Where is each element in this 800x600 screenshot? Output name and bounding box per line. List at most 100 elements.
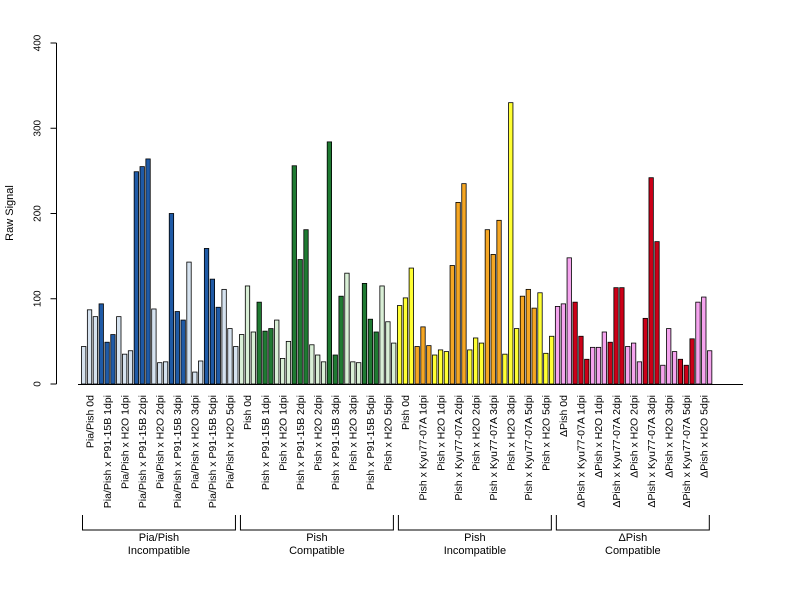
bar	[92, 316, 98, 385]
bar	[139, 166, 145, 385]
bar	[320, 361, 327, 385]
bar	[619, 287, 625, 385]
x-tick-label: Pish x Kyu77-07A 3dpi	[488, 395, 500, 501]
bar	[455, 202, 461, 385]
bar	[145, 158, 151, 385]
bar	[508, 102, 514, 385]
bar	[379, 285, 385, 385]
x-tick-label: Pish x P91-15B 1dpi	[260, 395, 272, 490]
bar	[326, 141, 333, 385]
bar	[332, 354, 338, 385]
bar	[268, 328, 274, 385]
bar	[701, 296, 707, 385]
bar	[426, 345, 432, 385]
x-tick-label: Pish 0d	[242, 395, 254, 430]
bar	[279, 358, 286, 385]
bar	[496, 219, 502, 385]
y-tick-label: 400	[33, 34, 44, 51]
bar	[256, 301, 262, 385]
x-tick-label: Pish x Kyu77-07A 5dpi	[523, 395, 535, 501]
x-tick-label: Pia/Pish x P91-15B 2dpi	[137, 395, 149, 508]
bar	[367, 318, 373, 385]
bar	[239, 334, 245, 385]
group-label-line1: Pish	[464, 532, 485, 544]
x-tick-label: ΔPish x H2O 3dpi	[663, 395, 675, 478]
x-tick-label: Pish x P91-15B 5dpi	[365, 395, 377, 490]
group-bracket	[397, 515, 552, 531]
group-label-line1: Pia/Pish	[139, 532, 179, 544]
bar	[671, 351, 678, 385]
bar	[519, 295, 526, 385]
bar	[209, 278, 215, 385]
x-tick-labels: Pia/Pish 0d Pia/Pish x P91-15B 1dpi Pia/Pi…	[84, 395, 710, 508]
bar	[262, 330, 268, 385]
x-tick-label: Pish x H2O 3dpi	[505, 395, 517, 471]
y-axis: 0 100 200 300 400	[33, 34, 57, 387]
bar	[315, 354, 321, 385]
bar	[244, 285, 251, 385]
bar	[81, 346, 87, 385]
bar	[203, 248, 210, 385]
x-tick-label: ΔPish x H2O 2dpi	[628, 395, 640, 478]
bar	[396, 305, 403, 385]
bar	[525, 288, 531, 385]
bar	[595, 346, 602, 385]
y-tick-label: 200	[33, 205, 44, 222]
bar	[484, 229, 490, 385]
bar	[297, 259, 303, 385]
bar	[180, 319, 186, 385]
x-tick-label: ΔPish x Kyu77-07A 2dpi	[611, 395, 623, 508]
x-tick-label: Pish x H2O 2dpi	[470, 395, 482, 471]
group-bracket	[82, 515, 236, 531]
bar	[636, 361, 643, 385]
bar	[168, 213, 175, 385]
bar	[303, 229, 309, 385]
bar	[344, 272, 350, 385]
bar	[414, 346, 420, 385]
x-tick-label: Pia/Pish x P91-15B 3dpi	[172, 395, 184, 508]
bar	[309, 344, 315, 385]
bar	[461, 183, 467, 385]
group-label-line2: Incompatible	[444, 545, 506, 557]
bar	[566, 257, 572, 385]
bar	[584, 358, 590, 385]
bar	[554, 306, 561, 385]
x-tick-label: Pia/Pish x H2O 1dpi	[119, 395, 131, 489]
bar	[174, 311, 180, 385]
y-tick-label: 0	[33, 381, 44, 387]
bar	[133, 171, 139, 385]
x-tick-label: Pish x H2O 5dpi	[541, 395, 553, 471]
bar	[560, 303, 567, 385]
group-label-line2: Compatible	[605, 545, 661, 557]
x-tick-label: Pish x P91-15B 3dpi	[330, 395, 342, 490]
bar	[373, 331, 379, 385]
bar	[221, 288, 227, 385]
x-tick-label: Pish 0d	[400, 395, 412, 430]
bar	[291, 165, 297, 385]
bar	[502, 353, 508, 385]
x-tick-label: ΔPish 0d	[558, 395, 570, 437]
x-tick-label: Pia/Pish x P91-15B 1dpi	[102, 395, 114, 508]
bar	[613, 287, 619, 385]
y-tick-label: 300	[33, 119, 44, 136]
bar	[707, 350, 713, 385]
bar	[420, 326, 426, 385]
bar	[285, 340, 292, 385]
bar	[660, 364, 666, 385]
y-tick-label: 100	[33, 290, 44, 307]
x-tick-label: ΔPish x H2O 5dpi	[699, 395, 711, 478]
bar	[110, 334, 116, 385]
group-label-line2: Incompatible	[128, 545, 190, 557]
group-label-line2: Compatible	[289, 545, 345, 557]
bar	[104, 341, 110, 385]
bar	[408, 267, 414, 385]
bar	[443, 351, 450, 385]
x-tick-label: Pish x H2O 1dpi	[435, 395, 447, 471]
group-bracket	[555, 515, 710, 531]
bar	[122, 353, 128, 385]
bar	[514, 328, 520, 385]
bar	[192, 371, 198, 385]
bar	[572, 301, 578, 385]
bar	[578, 335, 584, 385]
x-tick-label: ΔPish x Kyu77-07A 5dpi	[681, 395, 693, 508]
